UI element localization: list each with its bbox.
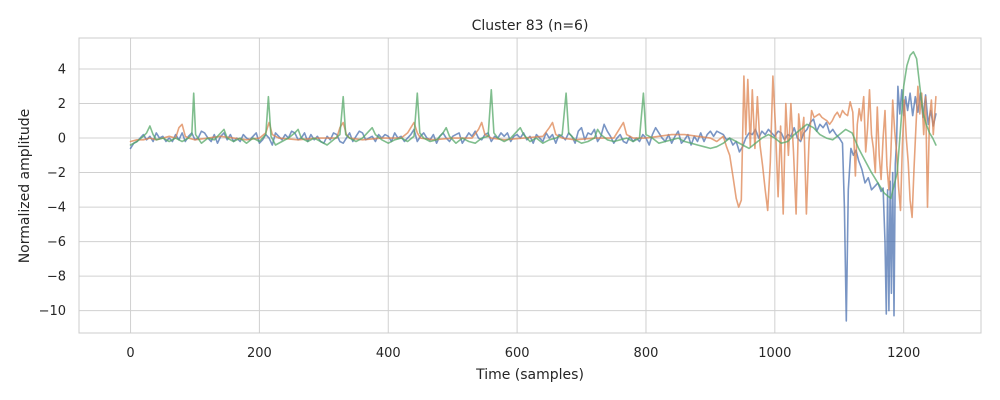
y-tick-label: −4 [47, 201, 66, 216]
y-tick-label: 2 [58, 97, 66, 112]
series-2-line [129, 75, 937, 219]
series-3-line [129, 51, 937, 200]
y-axis-ticks: −10 −8 −6 −4 −2 0 2 4 [39, 63, 66, 320]
series-layer [129, 51, 937, 322]
x-tick-label: 600 [505, 346, 530, 361]
x-tick-label: 1200 [887, 346, 920, 361]
x-tick-label: 400 [376, 346, 401, 361]
x-axis-ticks: 0 200 400 600 800 1000 1200 [126, 346, 920, 361]
y-tick-label: −10 [39, 304, 66, 319]
y-tick-label: −6 [47, 235, 66, 250]
y-tick-label: 4 [58, 63, 66, 78]
y-axis-label: Normalized amplitude [17, 109, 33, 264]
plot-frame [78, 37, 982, 334]
y-tick-label: 0 [58, 132, 66, 147]
x-tick-label: 1000 [758, 346, 791, 361]
series-1-line [129, 85, 937, 322]
x-tick-label: 200 [247, 346, 272, 361]
x-tick-label: 800 [634, 346, 659, 361]
x-axis-label: Time (samples) [475, 367, 584, 383]
y-tick-label: −8 [47, 270, 66, 285]
chart-title: Cluster 83 (n=6) [472, 18, 589, 34]
y-tick-label: −2 [47, 166, 66, 181]
x-tick-label: 0 [126, 346, 134, 361]
